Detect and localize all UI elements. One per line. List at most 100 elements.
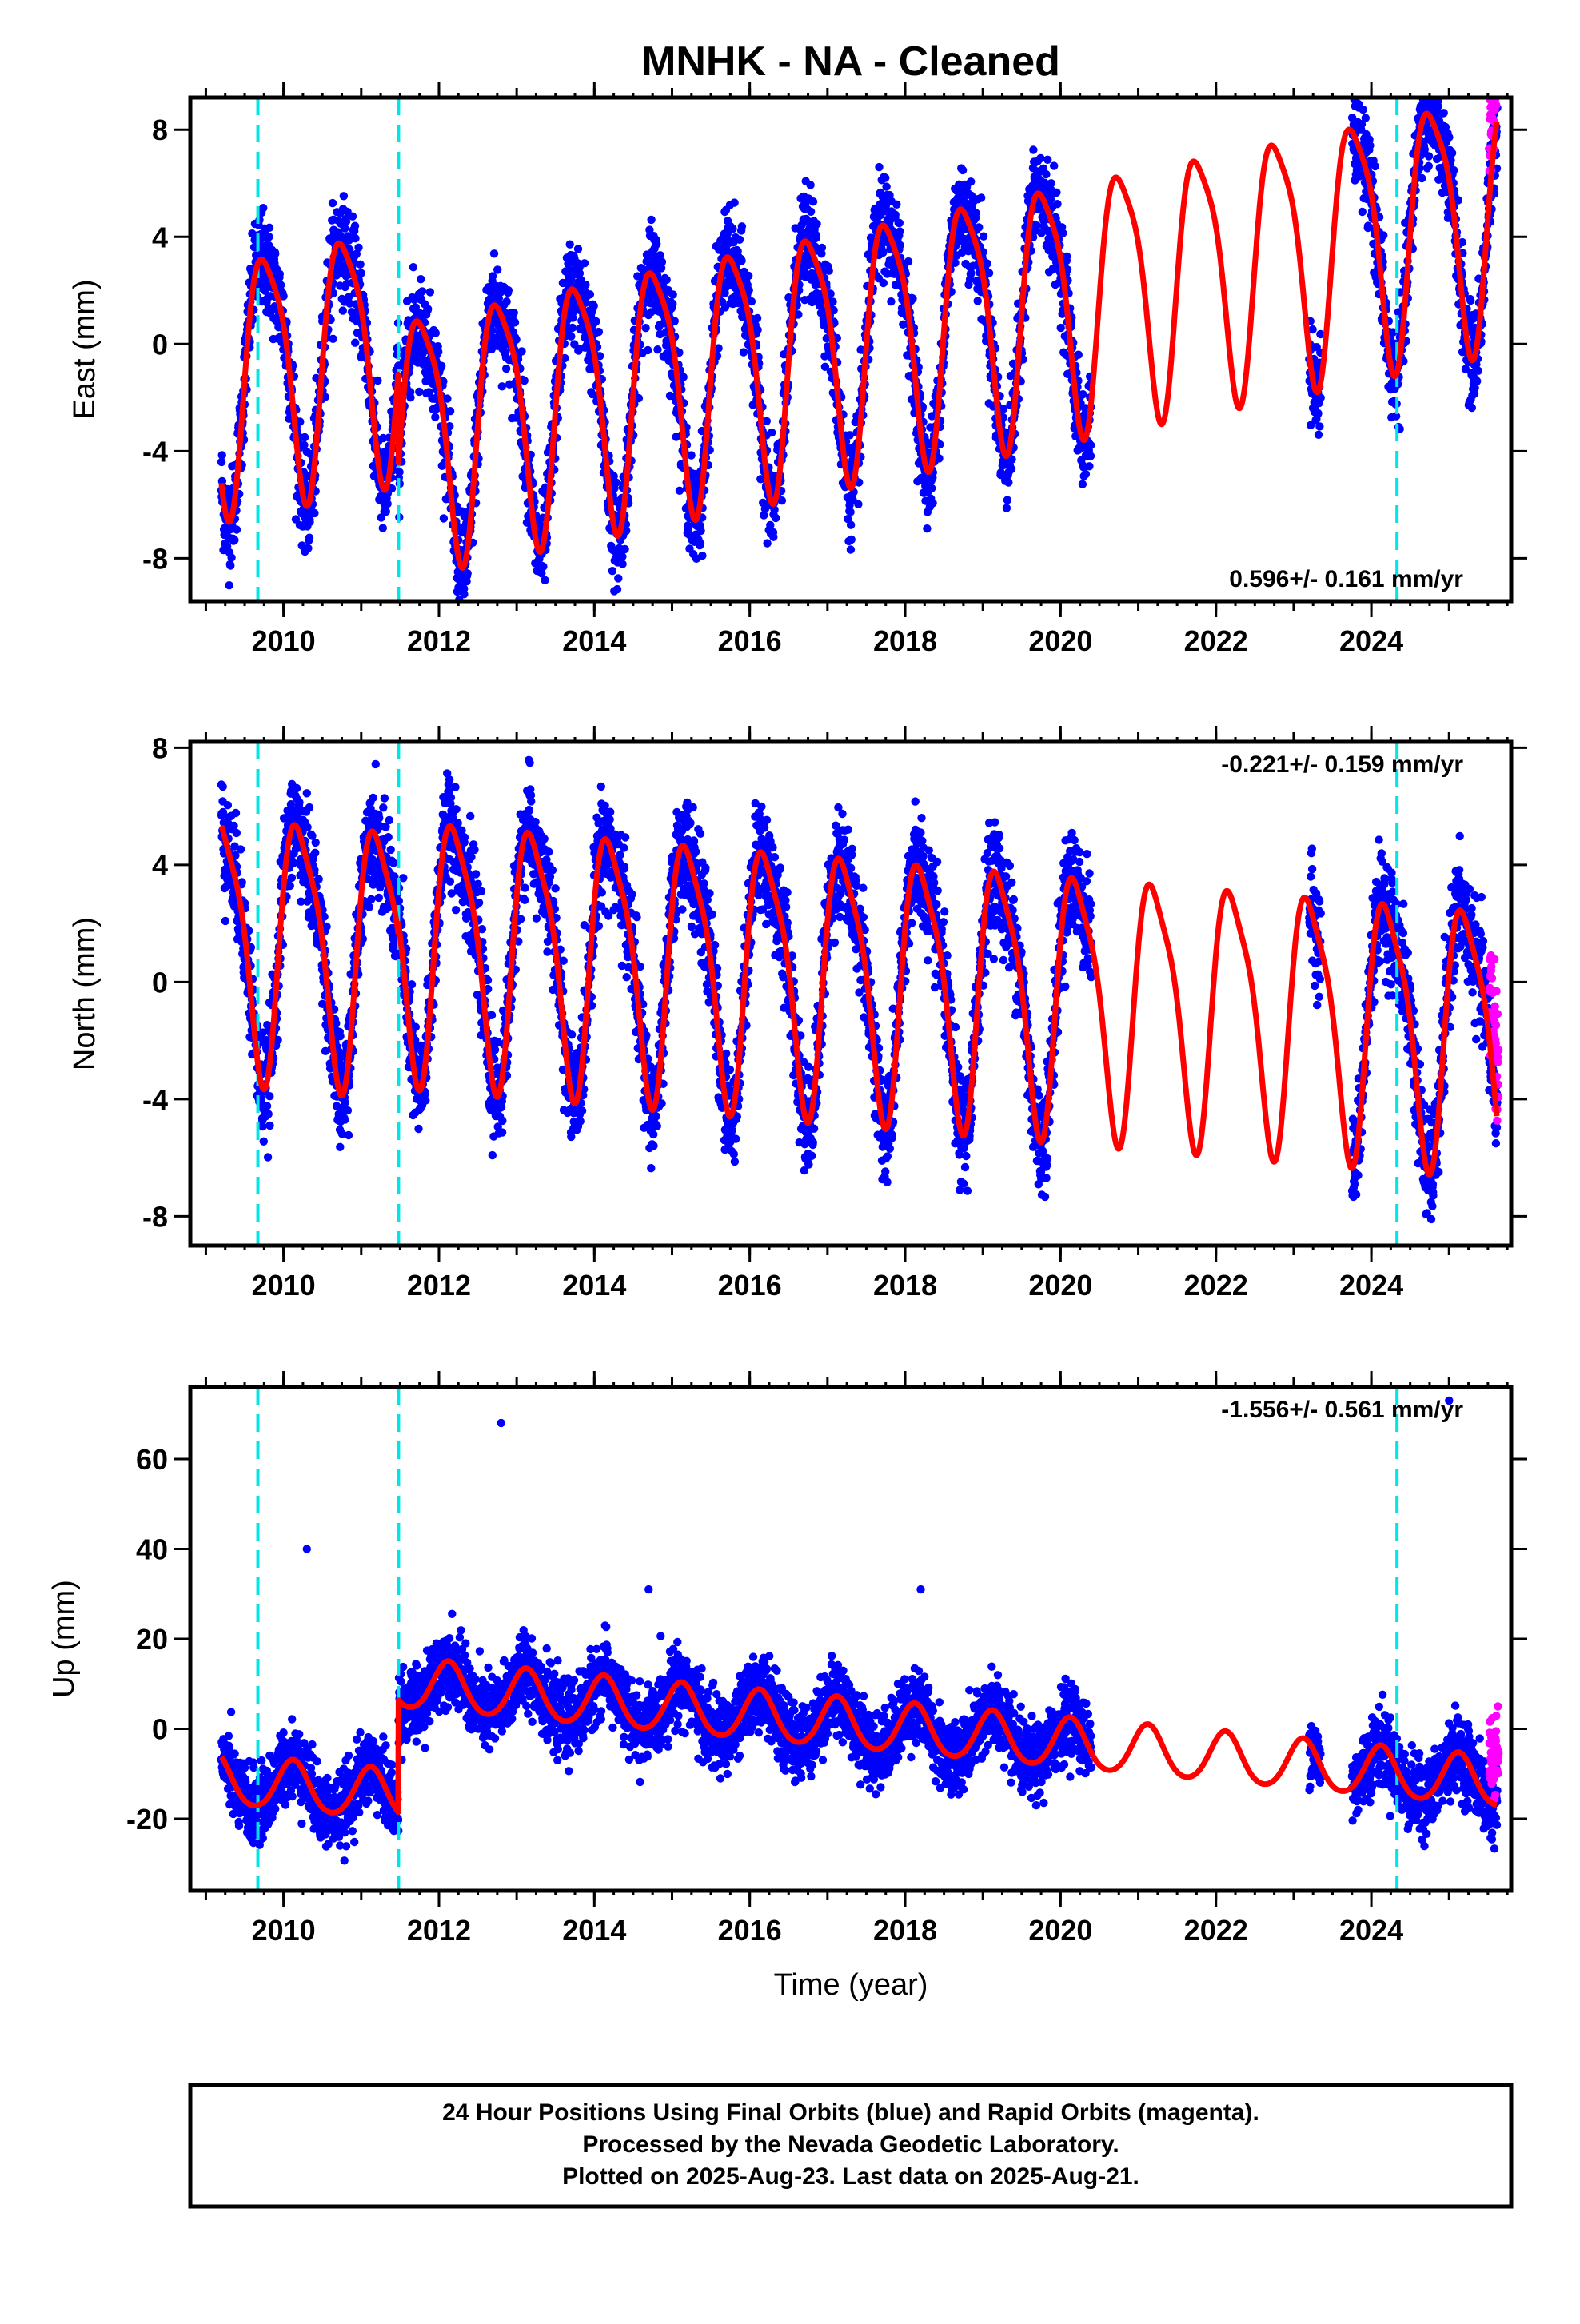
data-point (446, 407, 454, 415)
data-point (424, 305, 432, 313)
data-point (384, 500, 392, 508)
data-point (612, 479, 620, 487)
data-point (812, 220, 820, 228)
data-point (608, 567, 616, 575)
data-point (409, 263, 417, 271)
data-point (687, 451, 695, 459)
data-point (1007, 465, 1015, 473)
data-point (847, 545, 855, 553)
data-point (812, 233, 820, 241)
data-point (354, 244, 362, 252)
data-point (652, 240, 660, 248)
data-point (265, 233, 273, 241)
data-point (985, 269, 993, 277)
data-point (1315, 431, 1323, 439)
data-point (818, 244, 826, 252)
data-point (415, 388, 423, 396)
data-point (329, 335, 337, 343)
data-point (892, 211, 900, 219)
data-point (351, 339, 359, 347)
data-point (265, 224, 273, 232)
data-point (730, 198, 738, 206)
data-point (770, 505, 778, 513)
data-point (566, 241, 574, 249)
data-point (541, 576, 549, 584)
data-point (806, 181, 814, 189)
data-point (1085, 462, 1093, 470)
data-point (460, 590, 468, 598)
data-point (669, 290, 677, 298)
data-point (904, 257, 912, 265)
data-point (696, 527, 704, 535)
data-point (980, 233, 988, 241)
data-point (875, 163, 883, 171)
data-point (595, 328, 603, 336)
data-point (1421, 145, 1429, 153)
data-point (586, 290, 594, 298)
data-point (1087, 452, 1095, 460)
data-point (382, 508, 390, 516)
data-point (310, 509, 318, 517)
data-point (432, 329, 440, 337)
data-point (581, 259, 589, 267)
data-point (493, 265, 501, 273)
data-point (676, 487, 684, 495)
data-point (373, 377, 381, 385)
data-point (768, 429, 776, 436)
data-point (1434, 102, 1442, 110)
data-point (502, 365, 510, 373)
data-point (276, 270, 284, 278)
data-point (974, 297, 982, 305)
data-point (1445, 134, 1453, 142)
data-point (663, 276, 671, 284)
data-point (379, 524, 387, 532)
data-point (892, 201, 900, 209)
data-point (569, 324, 577, 332)
data-point (738, 222, 746, 230)
data-point (426, 288, 434, 296)
data-point (434, 348, 442, 356)
data-point (417, 275, 425, 283)
data-point (854, 500, 862, 508)
data-point (635, 394, 643, 402)
data-point (879, 249, 887, 257)
data-point (1047, 179, 1055, 187)
data-point (744, 272, 752, 280)
data-point (539, 563, 547, 571)
data-point (923, 524, 931, 532)
data-point (576, 269, 584, 277)
data-point (581, 281, 589, 289)
data-point (1379, 231, 1387, 239)
data-point (567, 333, 575, 341)
data-point (908, 294, 916, 302)
data-point (517, 347, 525, 355)
data-point (967, 177, 975, 185)
data-point (1057, 324, 1065, 332)
data-point (1082, 470, 1090, 478)
data-point (339, 306, 347, 314)
data-point (1004, 478, 1012, 486)
data-point (1359, 106, 1367, 114)
data-point (740, 348, 748, 356)
data-point (1075, 351, 1083, 359)
data-point (1315, 422, 1323, 430)
data-point (225, 581, 233, 589)
data-point (618, 560, 626, 568)
data-point (728, 225, 736, 233)
data-point (641, 324, 649, 332)
data-point (590, 301, 598, 309)
data-point (464, 569, 472, 577)
data-point (1059, 229, 1067, 237)
data-point (351, 222, 359, 230)
data-point (277, 281, 285, 289)
data-point (1454, 196, 1462, 204)
data-point (680, 373, 688, 381)
data-point (304, 544, 312, 552)
data-point (1050, 161, 1058, 169)
data-point (357, 269, 365, 277)
data-point (972, 209, 980, 217)
data-point (882, 182, 890, 190)
data-point (1425, 152, 1433, 160)
data-point (984, 260, 991, 268)
data-point (975, 223, 983, 231)
